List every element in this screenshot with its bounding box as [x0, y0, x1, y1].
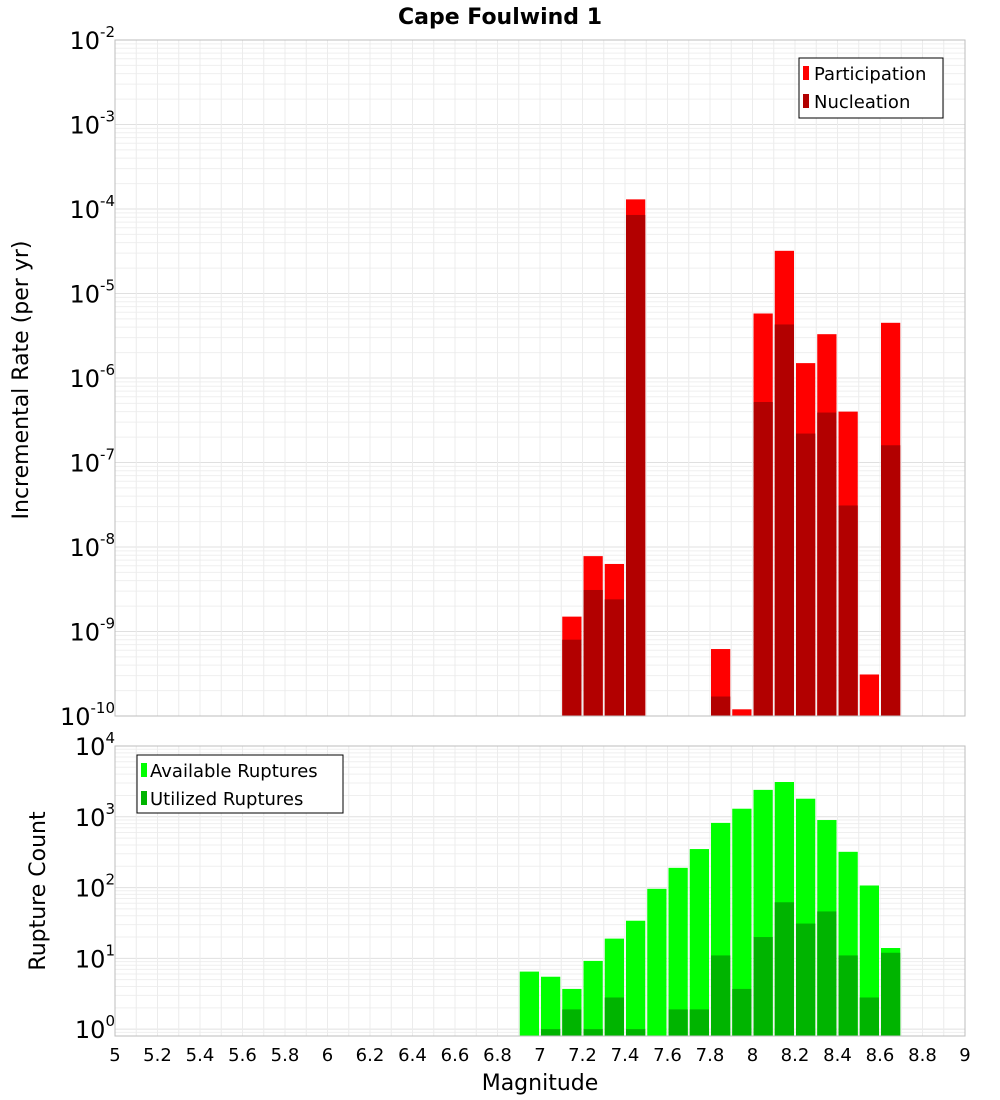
legend-label-utilized-ruptures: Utilized Ruptures — [150, 789, 303, 810]
x-tick-label: 7.8 — [696, 1045, 725, 1066]
bottom-bars — [519, 782, 901, 1036]
bar-participation — [859, 674, 879, 716]
bar-available-ruptures — [647, 888, 667, 1036]
y-tick-label: 10-10 — [60, 699, 115, 731]
legend-label-available-ruptures: Available Ruptures — [150, 761, 318, 782]
legend-swatch-utilized-ruptures — [141, 791, 147, 805]
bar-available-ruptures — [541, 976, 561, 1036]
x-tick-label: 7.2 — [568, 1045, 597, 1066]
x-tick-label: 7.6 — [653, 1045, 682, 1066]
bar-participation — [732, 709, 752, 716]
x-tick-label: 7 — [534, 1045, 545, 1066]
top-y-tick-labels: 10-10 10-9 10-8 10-7 10-6 10-5 10-4 10-3 10-2 — [60, 23, 115, 731]
bar-nucleation — [562, 639, 582, 716]
legend-label-nucleation: Nucleation — [814, 92, 910, 113]
x-tick-label: 6.4 — [398, 1045, 427, 1066]
bar-nucleation — [583, 589, 603, 716]
y-tick-label: 10-4 — [69, 192, 115, 224]
bar-available-ruptures — [583, 960, 603, 1036]
bar-nucleation — [604, 599, 624, 716]
bottom-y-axis-label: Rupture Count — [26, 811, 51, 971]
y-tick-label: 101 — [75, 941, 115, 973]
bar-utilized-ruptures — [583, 1029, 603, 1036]
top-plot-border — [114, 39, 966, 717]
x-tick-label: 5.8 — [271, 1045, 300, 1066]
y-tick-label: 10-5 — [69, 277, 115, 309]
bar-utilized-ruptures — [732, 988, 752, 1036]
bar-utilized-ruptures — [774, 902, 794, 1036]
bar-nucleation — [817, 412, 837, 716]
legend-label-participation: Participation — [814, 64, 926, 85]
y-tick-label: 10-3 — [69, 108, 115, 140]
bottom-legend-box — [136, 754, 344, 814]
bottom-y-tick-labels: 100 101 102 103 104 — [75, 729, 115, 1044]
bar-available-ruptures — [668, 867, 688, 1036]
top-bars — [562, 199, 901, 717]
bar-utilized-ruptures — [753, 937, 773, 1036]
bar-available-ruptures — [519, 971, 539, 1036]
x-tick-label: 6.2 — [356, 1045, 385, 1066]
rupture-count-panel: 100 101 102 103 104 5 5.2 5.4 5.6 5.8 6 6.2 6.4 6.6 6… — [26, 729, 971, 1096]
legend-swatch-participation — [803, 66, 809, 80]
chart-title: Cape Foulwind 1 — [398, 5, 602, 30]
bottom-legend: Available Ruptures Utilized Ruptures — [136, 754, 344, 814]
y-tick-label: 102 — [75, 871, 115, 903]
bottom-plot-border — [114, 745, 966, 1037]
top-legend-box — [798, 57, 944, 119]
y-tick-label: 10-7 — [69, 446, 115, 478]
x-tick-label: 8 — [747, 1045, 758, 1066]
y-tick-label: 10-2 — [69, 23, 115, 55]
bar-available-ruptures — [626, 920, 646, 1036]
y-tick-label: 103 — [75, 800, 115, 832]
x-tick-label: 6 — [322, 1045, 333, 1066]
bar-utilized-ruptures — [562, 1009, 582, 1036]
x-tick-label: 7.4 — [611, 1045, 640, 1066]
x-tick-label: 9 — [959, 1045, 970, 1066]
bar-utilized-ruptures — [838, 955, 858, 1036]
x-tick-labels: 5 5.2 5.4 5.6 5.8 6 6.2 6.4 6.6 6.8 7 7.2 7.4 7.6 7.8 8… — [109, 1045, 970, 1066]
bar-utilized-ruptures — [817, 911, 837, 1036]
top-y-axis-label: Incremental Rate (per yr) — [9, 241, 34, 520]
bar-nucleation — [711, 696, 731, 716]
x-tick-label: 6.6 — [441, 1045, 470, 1066]
x-tick-label: 8.8 — [908, 1045, 937, 1066]
top-gridlines — [114, 40, 966, 717]
bar-available-ruptures — [689, 849, 709, 1036]
bar-nucleation — [881, 445, 901, 716]
bar-utilized-ruptures — [711, 955, 731, 1036]
bar-utilized-ruptures — [626, 1029, 646, 1036]
y-tick-label: 10-6 — [69, 361, 115, 393]
bar-nucleation — [796, 433, 816, 716]
x-tick-label: 5 — [109, 1045, 120, 1066]
x-tick-label: 5.2 — [143, 1045, 172, 1066]
x-tick-label: 8.2 — [781, 1045, 810, 1066]
y-tick-label: 10-9 — [69, 615, 115, 647]
x-tick-label: 6.8 — [483, 1045, 512, 1066]
x-axis-label: Magnitude — [482, 1071, 599, 1096]
legend-swatch-available-ruptures — [141, 763, 147, 777]
bar-utilized-ruptures — [881, 952, 901, 1036]
y-tick-label: 100 — [75, 1012, 115, 1044]
bar-utilized-ruptures — [859, 997, 879, 1036]
top-legend: Participation Nucleation — [798, 57, 944, 119]
bar-nucleation — [774, 324, 794, 716]
x-tick-label: 5.4 — [186, 1045, 215, 1066]
bar-available-ruptures — [732, 808, 752, 1036]
x-tick-label: 8.4 — [823, 1045, 852, 1066]
participation-nucleation-panel: 10-10 10-9 10-8 10-7 10-6 10-5 10-4 10-3 10-2 In… — [9, 23, 966, 731]
bar-utilized-ruptures — [796, 923, 816, 1036]
y-tick-label: 104 — [75, 729, 115, 761]
bar-utilized-ruptures — [604, 997, 624, 1036]
y-tick-label: 10-8 — [69, 530, 115, 562]
legend-swatch-nucleation — [803, 94, 809, 108]
bar-utilized-ruptures — [689, 1009, 709, 1036]
bar-nucleation — [626, 214, 646, 716]
bar-utilized-ruptures — [541, 1029, 561, 1036]
bar-nucleation — [753, 401, 773, 716]
bar-nucleation — [838, 505, 858, 716]
bar-utilized-ruptures — [668, 1009, 688, 1036]
x-tick-label: 8.6 — [866, 1045, 895, 1066]
x-tick-label: 5.6 — [228, 1045, 257, 1066]
